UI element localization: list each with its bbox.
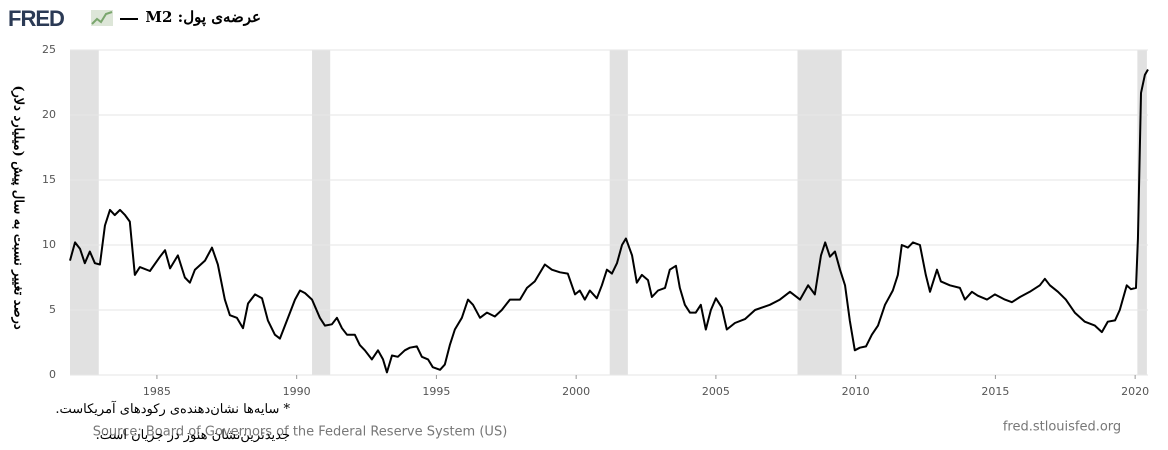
note: جدیدترین‌نشان هنوز در جریان است. [95,428,290,443]
legend-label: عرضه‌ی پول: M2 [145,8,261,26]
x-tick-label: 1995 [422,385,450,398]
y-tick-label: 25 [42,43,56,56]
y-tick-label: 15 [42,173,56,186]
y-tick-label: 0 [49,368,56,381]
logo-icon [91,10,113,26]
y-axis-label: درصد تغییر نسبت به سال پیش (میلیارد دلار… [10,85,26,330]
recession-band [70,50,99,375]
recession-band [1137,50,1147,375]
x-tick-label: 1985 [143,385,171,398]
series-line [69,68,1149,374]
recession-band [797,50,842,375]
y-tick-label: 5 [49,303,56,316]
site: fred.stlouisfed.org [1003,420,1121,435]
x-tick-label: 1990 [283,385,311,398]
note: * سایه‌ها نشان‌دهنده‌ی رکودهای آمریکاست. [55,402,290,417]
x-tick-label: 2005 [702,385,730,398]
y-tick-label: 10 [42,238,56,251]
x-tick-label: 2020 [1121,385,1149,398]
recession-band [609,50,628,375]
recession-band [312,50,331,375]
icon-line [91,11,113,25]
x-tick-label: 2000 [562,385,590,398]
logo: FRED [8,6,64,31]
y-tick-label: 20 [42,108,56,121]
x-tick-label: 2010 [842,385,870,398]
source: Source: Board of Governors of the Federa… [93,425,508,440]
x-tick-label: 2015 [981,385,1009,398]
